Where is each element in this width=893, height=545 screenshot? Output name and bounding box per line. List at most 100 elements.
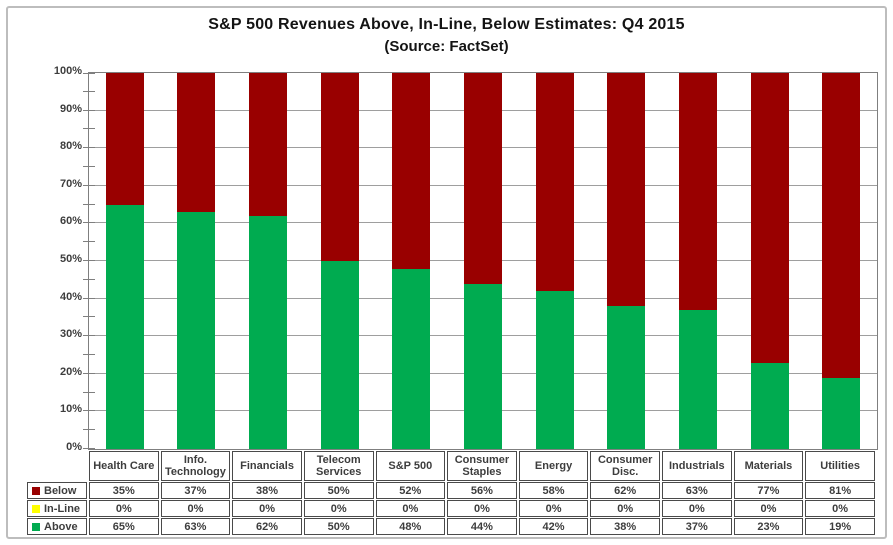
bar-segment xyxy=(105,73,144,205)
bar-segment xyxy=(392,268,431,449)
table-value-cell: 37% xyxy=(662,518,732,535)
table-value-cell: 0% xyxy=(232,500,302,517)
bar-column xyxy=(519,73,591,449)
bar-segment xyxy=(535,73,574,292)
category-header: Industrials xyxy=(662,451,732,481)
bar-segment xyxy=(607,306,646,449)
category-header: Telecom Services xyxy=(303,451,374,481)
y-axis-tick xyxy=(83,73,95,74)
legend-label: In-Line xyxy=(44,502,81,515)
y-axis-tick xyxy=(83,278,95,280)
y-axis-label: 50% xyxy=(59,253,82,265)
category-header: Consumer Disc. xyxy=(590,451,660,481)
table-value-cell: 48% xyxy=(375,518,446,535)
legend-label: Above xyxy=(44,520,78,533)
plot-area xyxy=(83,72,878,450)
y-axis-tick xyxy=(83,203,95,205)
chart-subtitle: (Source: FactSet) xyxy=(384,38,509,55)
y-axis-tick xyxy=(83,297,95,299)
bar-segment xyxy=(822,73,861,378)
y-axis-label: 0% xyxy=(66,441,82,453)
y-axis-tick xyxy=(83,147,95,149)
bar-segment xyxy=(320,73,359,261)
y-axis-label: 100% xyxy=(53,65,82,77)
y-axis-label: 10% xyxy=(59,403,82,416)
y-axis-tick xyxy=(83,90,95,92)
table-value-cell: 50% xyxy=(303,518,374,535)
bar-segment xyxy=(177,212,216,449)
bar-column xyxy=(447,73,519,449)
table-value-cell: 65% xyxy=(89,518,159,535)
bar-column xyxy=(232,73,304,449)
table-value-cell: 0% xyxy=(89,500,159,517)
bar-column xyxy=(89,73,161,449)
table-value-cell: 23% xyxy=(733,518,804,535)
y-axis-tick xyxy=(83,429,95,431)
bar-segment xyxy=(463,283,502,449)
legend-swatch xyxy=(32,504,40,513)
y-axis: 0% 10% 20% 30% 40% 50% 60% 70% 80% 90% 100% xyxy=(8,65,82,453)
y-axis-label: 20% xyxy=(59,365,82,378)
category-header: Energy xyxy=(518,451,589,481)
bar-column xyxy=(161,73,233,449)
table-value-cell: 63% xyxy=(160,518,231,535)
bar-segment xyxy=(463,73,502,284)
category-header: Utilities xyxy=(805,451,875,481)
table-value-cell: 0% xyxy=(590,500,660,517)
table-value-cell: 0% xyxy=(805,500,875,517)
bar-segment xyxy=(678,309,717,449)
y-axis-tick xyxy=(83,354,95,355)
table-value-cell: 42% xyxy=(518,518,589,535)
table-row: Below 35% 37% 38% 50% 52% 56% 58% 62% 63% 77% 81% xyxy=(27,482,875,499)
bar-segment xyxy=(249,73,288,216)
table-header-row: Health Care Info. Technology Financials Tel… xyxy=(27,451,875,481)
y-axis-tick xyxy=(83,448,95,449)
legend-cell: Above xyxy=(27,518,87,535)
bar-segment xyxy=(249,215,288,449)
data-table: Health Care Info. Technology Financials Tel… xyxy=(25,450,877,536)
table-row: In-Line 0% 0% 0% 0% 0% 0% 0% 0% 0% 0% 0% xyxy=(27,500,875,517)
bar-segment xyxy=(177,73,216,213)
y-axis-tick xyxy=(83,166,95,167)
table-value-cell: 37% xyxy=(160,482,231,499)
table-value-cell: 38% xyxy=(232,482,302,499)
category-header: S&P 500 xyxy=(375,451,446,481)
y-axis-tick xyxy=(83,391,95,393)
bar-segment xyxy=(678,73,717,310)
bar-column xyxy=(304,73,376,449)
table-value-cell: 58% xyxy=(518,482,589,499)
chart-frame: S&P 500 Revenues Above, In-Line, Below E… xyxy=(6,6,887,539)
y-axis-tick xyxy=(83,128,95,130)
legend-cell: In-Line xyxy=(27,500,87,517)
table-value-cell: 38% xyxy=(590,518,660,535)
y-axis-label: 80% xyxy=(59,140,82,153)
legend-cell: Below xyxy=(27,482,87,499)
legend-label: Below xyxy=(44,484,77,497)
category-header: Materials xyxy=(733,451,804,481)
category-header: Info. Technology xyxy=(160,451,231,481)
y-axis-label: 40% xyxy=(59,290,82,303)
table-value-cell: 0% xyxy=(447,500,517,517)
legend-swatch xyxy=(32,486,40,495)
chart-title: S&P 500 Revenues Above, In-Line, Below E… xyxy=(208,16,685,33)
y-axis-tick xyxy=(83,184,95,186)
table-value-cell: 44% xyxy=(447,518,517,535)
category-header: Consumer Staples xyxy=(447,451,517,481)
table-value-cell: 62% xyxy=(590,482,660,499)
y-axis-tick xyxy=(83,109,95,111)
table-value-cell: 19% xyxy=(805,518,875,535)
table-value-cell: 50% xyxy=(303,482,374,499)
table-value-cell: 62% xyxy=(232,518,302,535)
y-axis-label: 90% xyxy=(59,102,82,115)
y-axis-tick xyxy=(83,372,95,374)
legend-swatch xyxy=(32,522,40,531)
table-value-cell: 0% xyxy=(662,500,732,517)
table-value-cell: 63% xyxy=(662,482,732,499)
y-axis-label: 60% xyxy=(59,215,82,228)
table-value-cell: 81% xyxy=(805,482,875,499)
bar-column xyxy=(376,73,448,449)
table-row: Above 65% 63% 62% 50% 48% 44% 42% 38% 37% 23% 19% xyxy=(27,518,875,535)
bar-segment xyxy=(320,261,359,449)
bar-segment xyxy=(607,73,646,307)
y-axis-label: 70% xyxy=(59,177,82,190)
